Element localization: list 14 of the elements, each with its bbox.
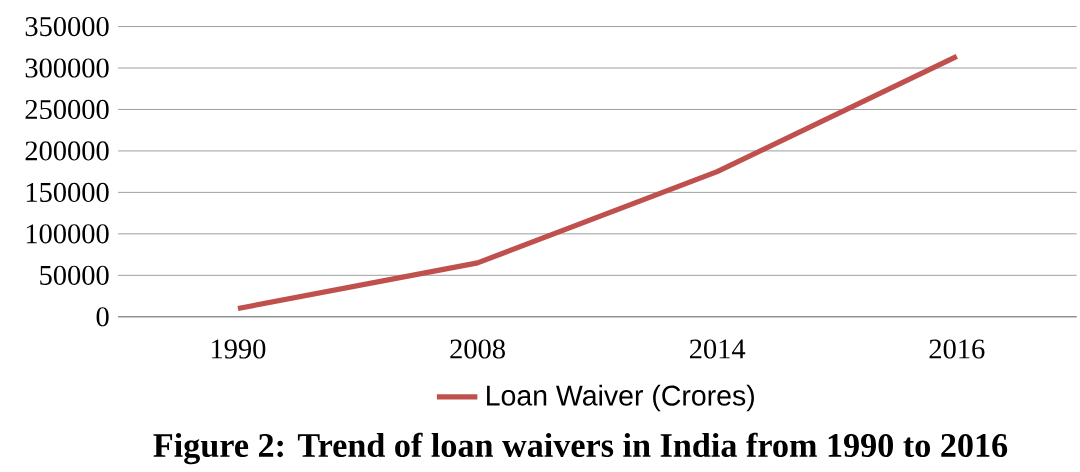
x-tick-label: 2014: [690, 339, 746, 359]
y-tick-label: 250000: [25, 99, 109, 120]
x-tick-label: 1990: [211, 339, 266, 359]
y-tick-label: 300000: [25, 58, 109, 78]
x-tick-label: 2008: [450, 339, 505, 359]
x-tick-label: 2016: [929, 339, 985, 359]
y-tick-label: 0: [96, 307, 109, 327]
y-tick-label: 350000: [25, 16, 109, 37]
legend-label: Loan Waiver (Crores): [487, 384, 754, 412]
y-tick-label: 150000: [26, 182, 109, 202]
y-tick-label: 200000: [25, 141, 109, 161]
y-tick-label: 50000: [40, 265, 109, 285]
text: Figure 2: Trend of loan waivers in India from 1990 to 2016: [153, 432, 1008, 465]
y-tick-label: 100000: [26, 224, 109, 244]
